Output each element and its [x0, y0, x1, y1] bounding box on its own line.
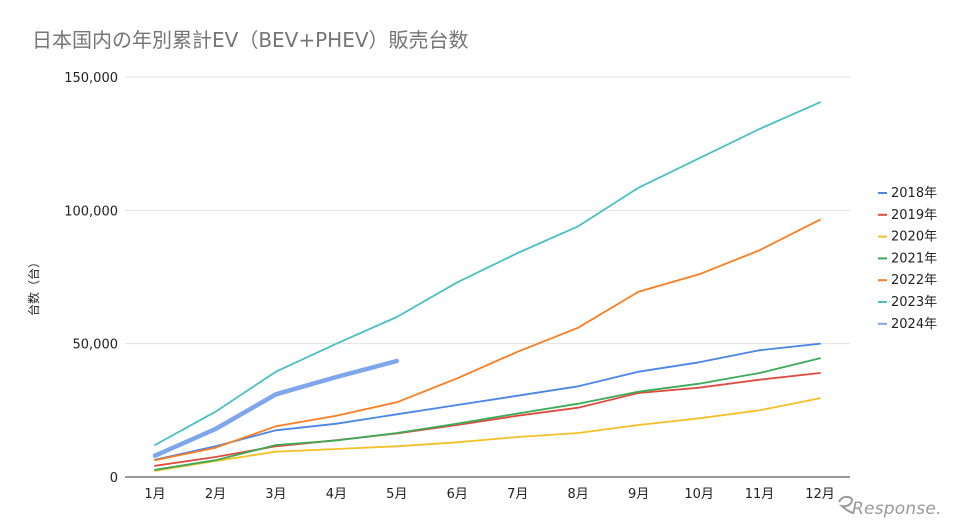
- x-tick-label: 10月: [684, 487, 714, 502]
- legend: 2018年 2019年 2020年 2021年 2022年 2023年 2024年: [878, 186, 937, 332]
- x-tick-label: 4月: [326, 487, 347, 502]
- axes: 0 50,000 100,000 150,000 1月 2月 3月 4月 5月 6月 7月 8月 9月 1…: [64, 71, 850, 502]
- legend-label: 2022年: [891, 273, 937, 288]
- y-tick-label: 150,000: [64, 71, 118, 86]
- x-tick-label: 7月: [507, 487, 528, 502]
- series-line-2020: [154, 397, 821, 472]
- x-tick-label: 12月: [805, 487, 835, 502]
- legend-label: 2020年: [891, 230, 937, 245]
- legend-label: 2023年: [891, 295, 937, 310]
- response-logo-icon: [838, 495, 854, 514]
- watermark-text: Response.: [852, 499, 942, 519]
- watermark: Response.: [838, 495, 942, 519]
- series-line-2023: [154, 101, 821, 446]
- x-tick-label: 3月: [265, 487, 286, 502]
- series-line-2024: [152, 358, 400, 458]
- legend-item-2018: 2018年: [878, 186, 937, 201]
- chart-title: 日本国内の年別累計EV（BEV+PHEV）販売台数: [32, 28, 469, 52]
- legend-item-2024: 2024年: [878, 317, 937, 332]
- legend-label: 2019年: [891, 208, 937, 223]
- series-line-2018: [154, 342, 821, 461]
- legend-item-2020: 2020年: [878, 230, 937, 245]
- legend-label: 2021年: [891, 251, 937, 266]
- legend-label: 2018年: [891, 186, 937, 201]
- series-line-2022: [154, 218, 821, 462]
- y-tick-label: 0: [110, 471, 118, 486]
- grid: [125, 76, 850, 345]
- y-tick-label: 50,000: [73, 338, 119, 353]
- series-line-2021: [154, 357, 821, 471]
- x-tick-label: 5月: [386, 487, 407, 502]
- legend-item-2021: 2021年: [878, 251, 937, 266]
- x-tick-label: 6月: [447, 487, 468, 502]
- legend-item-2022: 2022年: [878, 273, 937, 288]
- series: [152, 101, 821, 472]
- x-tick-label: 8月: [568, 487, 589, 502]
- legend-item-2023: 2023年: [878, 295, 937, 310]
- legend-label: 2024年: [891, 317, 937, 332]
- x-tick-label: 9月: [628, 487, 649, 502]
- y-axis-label: 台数（台）: [26, 256, 41, 316]
- legend-item-2019: 2019年: [878, 208, 937, 223]
- y-tick-label: 100,000: [64, 204, 118, 219]
- x-tick-label: 2月: [205, 487, 226, 502]
- x-tick-label: 11月: [745, 487, 775, 502]
- x-tick-label: 1月: [144, 487, 165, 502]
